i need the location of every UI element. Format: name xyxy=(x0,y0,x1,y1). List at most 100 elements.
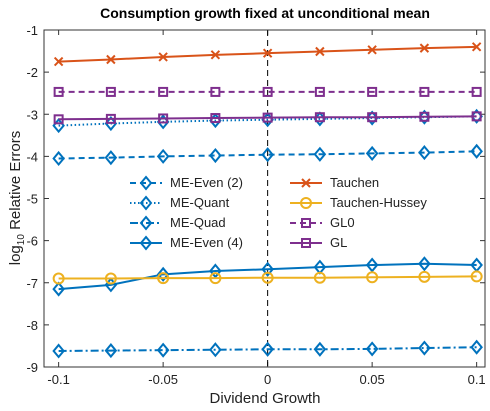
y-label-rest: Relative Errors xyxy=(7,131,24,234)
marker xyxy=(313,341,327,357)
marker xyxy=(52,343,65,359)
marker xyxy=(367,86,378,97)
marker xyxy=(419,86,430,97)
x-tick-label: 0 xyxy=(264,372,271,387)
y-tick-label: -2 xyxy=(26,65,38,80)
x-axis-label: Dividend Growth xyxy=(210,390,321,407)
series-line xyxy=(58,262,477,291)
marker xyxy=(209,147,222,164)
legend-label: ME-Quant xyxy=(170,195,230,210)
marker xyxy=(261,271,274,284)
marker xyxy=(158,113,169,124)
y-tick-label: -4 xyxy=(26,149,38,164)
marker xyxy=(301,178,311,188)
marker xyxy=(157,272,170,285)
marker xyxy=(365,341,379,357)
marker xyxy=(209,272,222,285)
marker xyxy=(156,148,170,164)
y-tick-label: -8 xyxy=(26,318,38,333)
legend-label: ME-Even (2) xyxy=(170,175,243,190)
marker xyxy=(261,147,274,163)
legend-label: ME-Even (4) xyxy=(170,235,243,250)
marker xyxy=(471,86,482,97)
marker xyxy=(365,145,379,161)
marker xyxy=(301,238,311,248)
marker xyxy=(366,271,379,284)
marker xyxy=(104,343,118,359)
marker xyxy=(105,113,116,124)
series-line xyxy=(58,275,477,280)
y-label-sub: 10 xyxy=(16,234,27,246)
x-tick-label: 0.1 xyxy=(468,372,486,387)
marker xyxy=(471,42,482,52)
legend-label: GL0 xyxy=(330,215,355,230)
marker xyxy=(104,150,118,166)
y-tick-label: -9 xyxy=(26,360,38,375)
marker xyxy=(262,112,273,123)
marker xyxy=(52,281,65,297)
marker xyxy=(300,197,312,209)
marker xyxy=(209,342,222,358)
marker xyxy=(313,271,326,284)
marker xyxy=(301,218,311,228)
marker xyxy=(313,146,327,162)
marker xyxy=(53,114,64,125)
y-tick-label: -6 xyxy=(26,234,38,249)
marker xyxy=(419,43,430,53)
marker xyxy=(158,86,169,97)
marker xyxy=(315,46,325,57)
marker xyxy=(418,270,431,283)
marker xyxy=(210,113,221,124)
marker xyxy=(104,272,117,285)
legend-label: Tauchen xyxy=(330,175,379,190)
marker xyxy=(471,111,482,122)
marker xyxy=(105,86,116,97)
series-line xyxy=(58,115,477,121)
y-axis-label: log10 Relative Errors xyxy=(7,131,27,266)
y-tick-label: -7 xyxy=(26,276,38,291)
marker xyxy=(106,54,116,65)
marker xyxy=(52,272,65,285)
marker xyxy=(52,150,65,167)
marker xyxy=(470,143,483,159)
marker xyxy=(261,261,274,277)
marker xyxy=(158,52,168,62)
legend-label: Tauchen-Hussey xyxy=(330,195,427,210)
marker xyxy=(156,266,170,282)
marker xyxy=(314,86,325,97)
x-tick-label: -0.1 xyxy=(47,372,69,387)
series-line xyxy=(58,346,477,352)
marker xyxy=(367,112,378,123)
marker xyxy=(261,341,274,357)
chart-title: Consumption growth fixed at unconditiona… xyxy=(100,5,430,21)
marker xyxy=(139,195,153,211)
marker xyxy=(365,257,379,273)
marker xyxy=(367,45,377,55)
marker xyxy=(262,86,273,97)
x-tick-label: 0.05 xyxy=(359,372,384,387)
marker xyxy=(210,86,221,97)
x-tick-label: -0.05 xyxy=(148,372,178,387)
marker xyxy=(418,256,431,272)
marker xyxy=(139,215,153,231)
marker xyxy=(209,263,222,279)
marker xyxy=(53,86,64,97)
marker xyxy=(419,111,430,122)
marker xyxy=(139,235,153,251)
marker xyxy=(314,112,325,123)
marker xyxy=(156,342,170,358)
plot-frame xyxy=(43,29,486,368)
y-tick-label: -1 xyxy=(26,23,38,38)
y-tick-label: -3 xyxy=(26,107,38,122)
marker xyxy=(262,48,273,58)
marker xyxy=(418,340,431,356)
y-tick-label: -5 xyxy=(26,192,38,207)
marker xyxy=(53,56,64,67)
legend-label: GL xyxy=(330,235,347,250)
y-label-base: log xyxy=(7,245,24,265)
marker xyxy=(470,339,483,355)
marker xyxy=(139,175,153,191)
marker xyxy=(470,270,483,283)
